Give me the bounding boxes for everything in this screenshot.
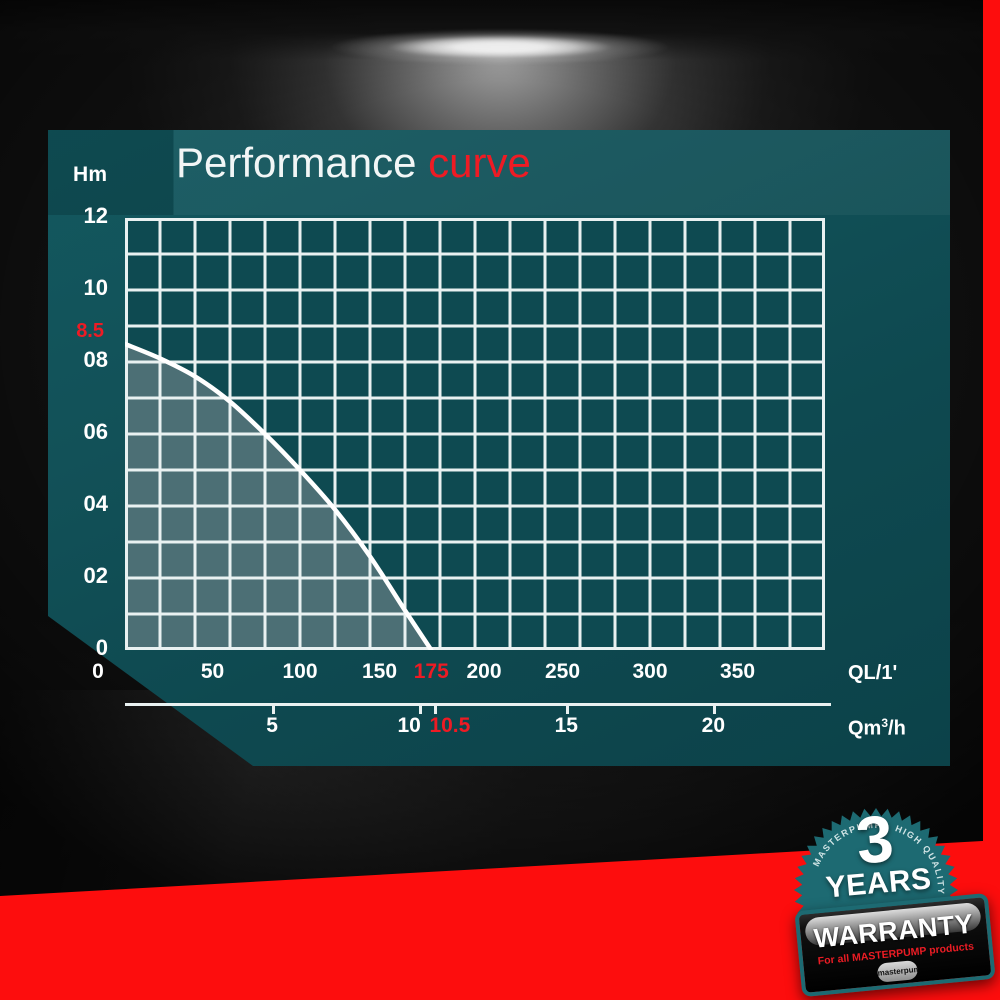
x-tick-label: 200 [466, 660, 502, 683]
warranty-plate: WARRANTY For all MASTERPUMP products mas… [794, 892, 996, 998]
y-tick-label: 08 [83, 347, 108, 372]
plot-area [125, 218, 825, 650]
red-bottom-bar [0, 978, 1000, 1000]
secondary-tick-label: 15 [554, 714, 578, 737]
x-axis-secondary-exponent: 3 [881, 716, 889, 730]
page-title: Performance curve [176, 139, 531, 187]
plot-border [125, 218, 825, 650]
x-tick-label: 150 [361, 660, 398, 683]
secondary-tick-label: 5 [266, 714, 278, 737]
y-tick-label: 02 [83, 563, 108, 588]
x-axis-secondary-tail: /h [888, 717, 906, 740]
x-tick-label: 300 [632, 660, 668, 683]
x-tick-label: 250 [544, 660, 581, 683]
y-axis-unit-label: Hm [73, 163, 108, 186]
secondary-axis-tick [419, 703, 423, 714]
x-tick-label: 50 [200, 660, 225, 683]
masterpump-logo-icon: masterpump [876, 960, 919, 983]
x-tick-label: 350 [719, 660, 756, 683]
warranty-badge: MASTERPUMP · HIGH QUALITY - HIGH PERFORM… [786, 801, 996, 998]
x-axis-secondary-base: Qm [848, 717, 882, 740]
y-tick-label: 12 [83, 203, 108, 228]
plot-gridlines [125, 218, 825, 650]
chart-title-accent: curve [428, 139, 531, 186]
curve-fill-area [125, 344, 432, 650]
x-tick-label-highlight: 175 [413, 660, 449, 683]
performance-curve-svg [125, 218, 825, 650]
x-tick-label: 0 [92, 660, 104, 683]
secondary-axis-tick [713, 703, 717, 714]
y-tick-label: 06 [83, 419, 108, 444]
panel-header-band [48, 130, 950, 215]
y-tick-label: 0 [95, 635, 108, 660]
secondary-tick-label: 10 [397, 714, 421, 737]
secondary-axis-tick [433, 703, 437, 714]
secondary-tick-label: 20 [701, 714, 725, 737]
badge-years-block: 3 YEARS [782, 800, 969, 905]
y-tick-label: 10 [83, 275, 108, 300]
x-axis-primary-title: QL/1' [848, 662, 898, 684]
y-tick-label-highlight: 8.5 [76, 320, 104, 342]
secondary-axis-tick [272, 703, 276, 714]
secondary-tick-label-highlight: 10.5 [429, 714, 471, 737]
x-axis-secondary-title: Qm3/h [848, 716, 906, 741]
secondary-axis-line [125, 703, 831, 706]
x-tick-label: 100 [282, 660, 318, 683]
y-tick-label: 04 [83, 491, 108, 516]
performance-curve-line [125, 341, 434, 650]
red-side-rail [983, 0, 1000, 900]
secondary-axis-tick [566, 703, 570, 714]
chart-title-main: Performance [176, 139, 417, 186]
